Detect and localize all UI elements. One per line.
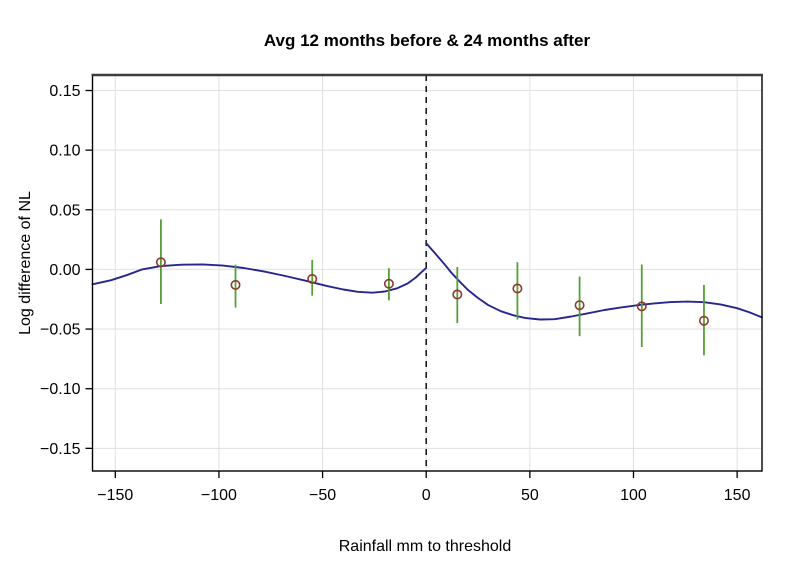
x-tick-label: 150	[724, 487, 751, 504]
grid-layer	[92, 75, 762, 471]
fit-curve-layer	[91, 75, 763, 471]
y-tick-label: −0.15	[40, 441, 81, 458]
data-point-circle	[636, 301, 647, 312]
x-tick-label: 50	[521, 487, 539, 504]
y-tick-label: 0.05	[49, 202, 80, 219]
y-tick-label: −0.05	[40, 322, 81, 339]
x-tick-label: 100	[620, 487, 647, 504]
plot-border	[91, 74, 763, 472]
data-point-circle	[307, 273, 318, 284]
fit-curve-right	[425, 242, 763, 321]
data-point-circle	[230, 279, 241, 290]
x-tick-label: −50	[309, 487, 336, 504]
x-tick-label: −150	[97, 487, 133, 504]
x-axis-title: Rainfall mm to threshold	[339, 538, 512, 555]
y-axis-title: Log difference of NL	[17, 191, 34, 335]
x-tick-label: −100	[201, 487, 237, 504]
axes-layer: −150 −100 −50 0 50 100 150 0.15 0.10 0.05 0.00 −0.0…	[40, 73, 763, 504]
y-tick-label: 0.00	[49, 262, 80, 279]
data-point-circle	[452, 289, 463, 300]
data-point-circle	[698, 315, 709, 326]
data-point-circle	[512, 283, 523, 294]
data-series-layer	[155, 219, 709, 356]
x-tick-label: 0	[422, 487, 431, 504]
data-point-circle	[155, 257, 166, 268]
fit-curve-left	[91, 263, 428, 294]
y-tick-label: 0.15	[49, 83, 80, 100]
chart-title: Avg 12 months before & 24 months after	[264, 31, 591, 50]
y-tick-label: −0.10	[40, 381, 81, 398]
data-point-circle	[574, 300, 585, 311]
y-tick-label: 0.10	[49, 143, 80, 160]
data-point-circle	[383, 278, 394, 289]
